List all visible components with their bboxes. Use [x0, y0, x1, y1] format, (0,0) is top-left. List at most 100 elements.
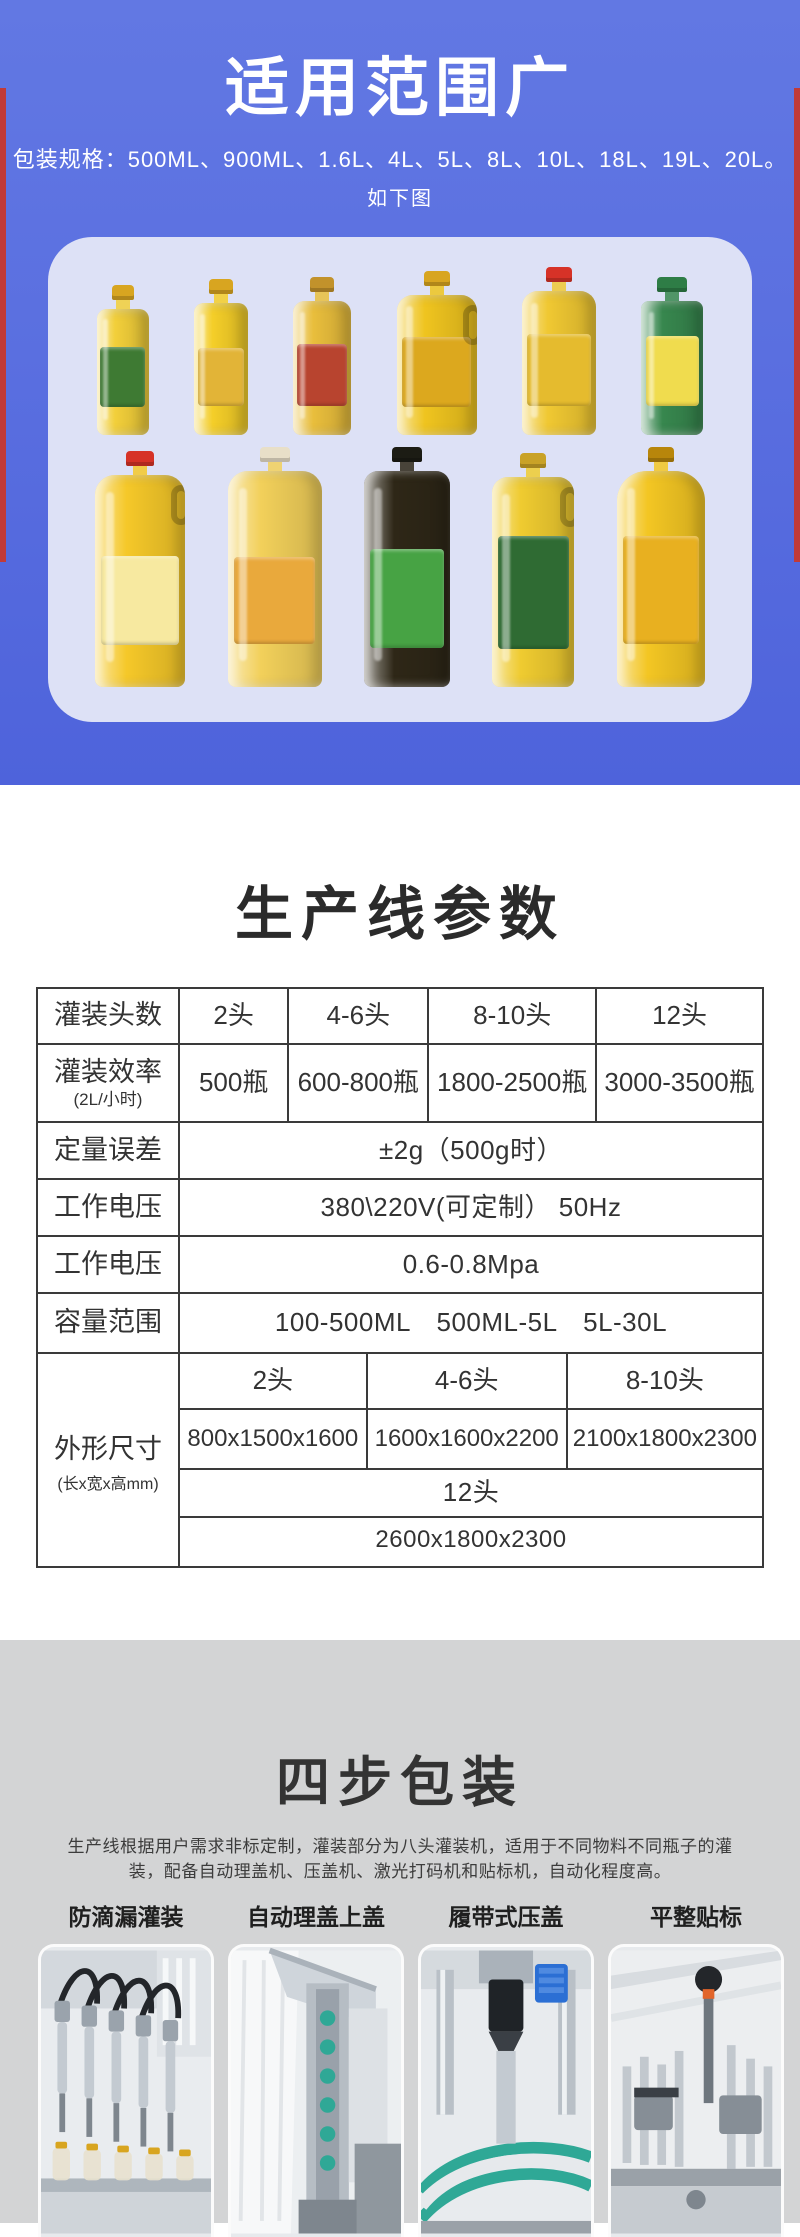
- soybean-oil-jug: [227, 447, 322, 687]
- filling-machine-photo: [38, 1944, 214, 2237]
- bottle-label: [369, 548, 444, 649]
- table-cell: 1600x1600x2200: [368, 1410, 568, 1468]
- capping-machine-photo: [418, 1944, 594, 2237]
- sunflower-oil-jug: [396, 271, 477, 435]
- bottle-neck: [653, 462, 668, 471]
- hero-title: 适用范围广: [225, 52, 575, 124]
- bottle-label: [402, 337, 472, 407]
- table-row-dimensions: 外形尺寸 (长x宽x高mm) 2头 4-6头 8-10头 800x1500x16…: [38, 1354, 762, 1566]
- bottle-handle: [462, 305, 477, 345]
- row-label-subnote: (2L/小时): [73, 1089, 143, 1109]
- step-label-belt-capping: 履带式压盖: [448, 1904, 564, 1931]
- row-label: 外形尺寸 (长x宽x高mm): [38, 1354, 180, 1566]
- packaging-step-photos: [0, 1944, 800, 2237]
- parameters-title: 生产线参数: [234, 882, 565, 947]
- bottle-label: [297, 343, 348, 406]
- bottle-body: [641, 301, 704, 435]
- bottle-label: [234, 557, 315, 644]
- bottle-neck: [399, 462, 414, 471]
- bottle-cap: [423, 271, 450, 286]
- bottle-handle: [560, 487, 575, 527]
- left-red-edge-strip: [0, 88, 6, 562]
- bottle-gallery-panel: [48, 237, 752, 722]
- table-cell: 2600x1800x2300: [375, 1526, 567, 1554]
- bottle-neck: [213, 294, 228, 303]
- bottle-cap: [657, 277, 688, 292]
- packaging-step-labels: 防滴漏灌装 自动理盖上盖 履带式压盖 平整贴标: [0, 1898, 800, 1932]
- soybean-oil-bottle: [193, 279, 248, 435]
- bottle-cap: [391, 447, 422, 462]
- row-label: 灌装效率 (2L/小时): [38, 1045, 180, 1121]
- bottle-neck: [665, 292, 680, 301]
- right-red-edge-strip: [794, 88, 800, 562]
- labeling-machine-photo: [608, 1944, 784, 2237]
- clear-oil-jug: [95, 451, 186, 687]
- filling-machine-illustration: [41, 1950, 211, 2234]
- bottle-cap: [647, 447, 674, 462]
- production-line-parameters-section: 生产线参数 灌装头数 2头 4-6头 8-10头 12头 灌装效率 (2L/小时…: [0, 785, 800, 1640]
- bottle-label: [622, 535, 699, 644]
- bottle-label: [101, 555, 179, 645]
- rapeseed-oil-bottle: [492, 453, 575, 687]
- row-label: 灌装头数: [38, 989, 180, 1043]
- table-cell: 4-6头: [368, 1354, 568, 1408]
- bottle-body: [521, 291, 596, 435]
- bottle-body: [227, 471, 322, 687]
- dims-subtable: 2头 4-6头 8-10头 800x1500x1600 1600x1600x22…: [180, 1354, 762, 1566]
- table-row: 2600x1800x2300: [180, 1518, 762, 1562]
- table-cell: 600-800瓶: [289, 1045, 430, 1121]
- bottle-body: [396, 295, 477, 435]
- step-label-drip-proof-filling: 防滴漏灌装: [68, 1904, 184, 1931]
- green-tin-canister: [641, 277, 704, 435]
- bottle-handle: [171, 485, 186, 525]
- table-cell: 8-10头: [625, 1365, 704, 1396]
- table-row: 800x1500x1600 1600x1600x2200 2100x1800x2…: [180, 1410, 762, 1470]
- bottle-label: [498, 535, 569, 650]
- peanut-oil-bottle: [293, 277, 352, 435]
- bottle-highlight: [502, 493, 510, 662]
- corn-oil-small-bottle: [96, 285, 149, 435]
- bottle-neck: [315, 292, 330, 301]
- row-label: 工作电压: [38, 1237, 180, 1292]
- table-cell: 1800-2500瓶: [429, 1045, 598, 1121]
- bottle-cap: [126, 451, 155, 466]
- bottle-highlight: [648, 311, 655, 419]
- bottle-label: [197, 347, 245, 406]
- four-step-packaging-section: 四步包装 生产线根据用户需求非标定制，灌装部分为八头灌装机，适用于不同物料不同瓶…: [0, 1640, 800, 2237]
- dims-label-text: 外形尺寸: [54, 1433, 162, 1464]
- table-cell: 0.6-0.8Mpa: [402, 1248, 540, 1279]
- bottle-highlight: [374, 488, 383, 662]
- bottle-row-1: [74, 257, 726, 435]
- bottle-neck: [115, 300, 130, 309]
- bottle-body: [363, 471, 450, 687]
- table-cell: 380\220V(可定制） 50Hz: [320, 1191, 622, 1222]
- bottle-cap: [111, 285, 134, 300]
- bottle-label: [100, 346, 145, 408]
- bottle-highlight: [102, 319, 108, 420]
- table-row: 灌装头数 2头 4-6头 8-10头 12头: [38, 989, 762, 1045]
- labeling-machine-illustration: [611, 1950, 781, 2234]
- bottle-highlight: [105, 491, 115, 662]
- bottle-body: [492, 477, 575, 687]
- bottle-row-2: [74, 439, 726, 687]
- row-label: 定量误差: [38, 1123, 180, 1178]
- table-cell: ±2g（500g时）: [378, 1134, 564, 1165]
- bottle-cap: [545, 267, 572, 282]
- parameters-table: 灌装头数 2头 4-6头 8-10头 12头 灌装效率 (2L/小时) 500瓶…: [36, 987, 764, 1568]
- dark-rapeseed-oil-bottle: [363, 447, 450, 687]
- table-row: 工作电压 0.6-0.8Mpa: [38, 1237, 762, 1294]
- bottle-highlight: [238, 488, 248, 662]
- packing-specs-line: 包装规格：500ML、900ML、1.6L、4L、5L、8L、10L、18L、1…: [12, 146, 788, 172]
- table-cell: 800x1500x1600: [180, 1410, 368, 1468]
- packaging-title: 四步包装: [276, 1753, 524, 1813]
- row-label: 容量范围: [38, 1294, 180, 1352]
- row-label-text: 灌装效率: [54, 1056, 162, 1087]
- hero-section: 适用范围广 包装规格：500ML、900ML、1.6L、4L、5L、8L、10L…: [0, 0, 800, 785]
- step-label-auto-cap-feeding: 自动理盖上盖: [247, 1904, 385, 1931]
- bottle-label: [645, 335, 699, 406]
- bottle-body: [616, 471, 705, 687]
- table-cell: 100-500ML 500ML-5L 5L-30L: [274, 1307, 668, 1338]
- table-row: 2头 4-6头 8-10头: [180, 1354, 762, 1410]
- table-cell: 8-10头: [429, 989, 598, 1043]
- bottle-neck: [526, 468, 541, 477]
